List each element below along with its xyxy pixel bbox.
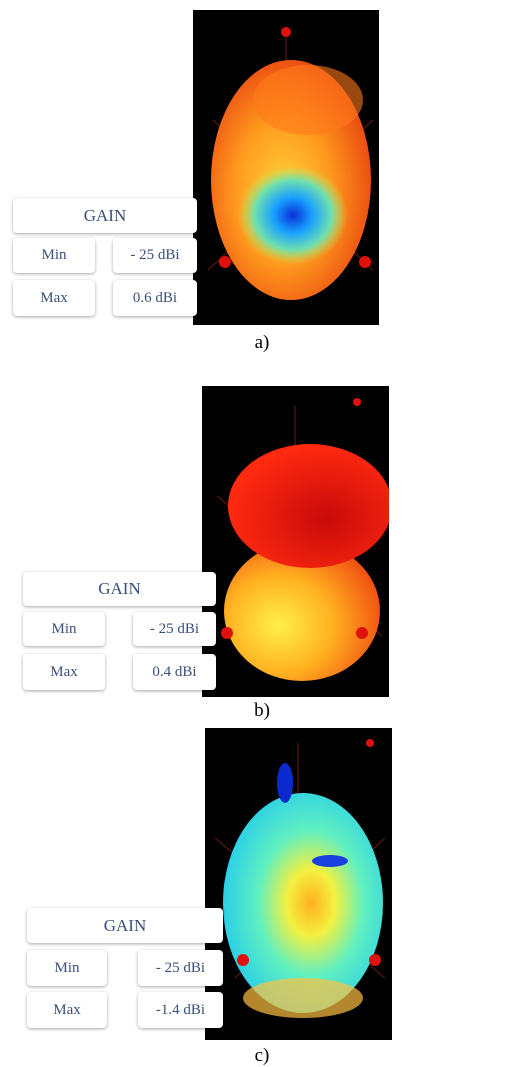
- pattern-a: [193, 10, 379, 325]
- row-value: - 25 dBi: [138, 950, 223, 986]
- row-value: - 25 dBi: [133, 612, 216, 646]
- pattern-b: [202, 386, 389, 697]
- table-header: GAIN: [23, 572, 216, 606]
- row-label: Min: [23, 612, 105, 646]
- row-label: Max: [23, 654, 105, 690]
- row-value: 0.6 dBi: [113, 280, 197, 316]
- panel-label: b): [254, 700, 270, 721]
- panel-label: c): [254, 1045, 270, 1066]
- row-value: - 25 dBi: [113, 238, 197, 273]
- row-label: Min: [13, 238, 95, 273]
- table-header: GAIN: [13, 198, 197, 233]
- row-value: -1.4 dBi: [138, 992, 223, 1028]
- row-label: Max: [27, 992, 107, 1028]
- table-header: GAIN: [27, 908, 223, 943]
- row-label: Min: [27, 950, 107, 986]
- panel-label: a): [254, 332, 270, 353]
- pattern-c: [205, 728, 392, 1040]
- row-label: Max: [13, 280, 95, 316]
- row-value: 0.4 dBi: [133, 654, 216, 690]
